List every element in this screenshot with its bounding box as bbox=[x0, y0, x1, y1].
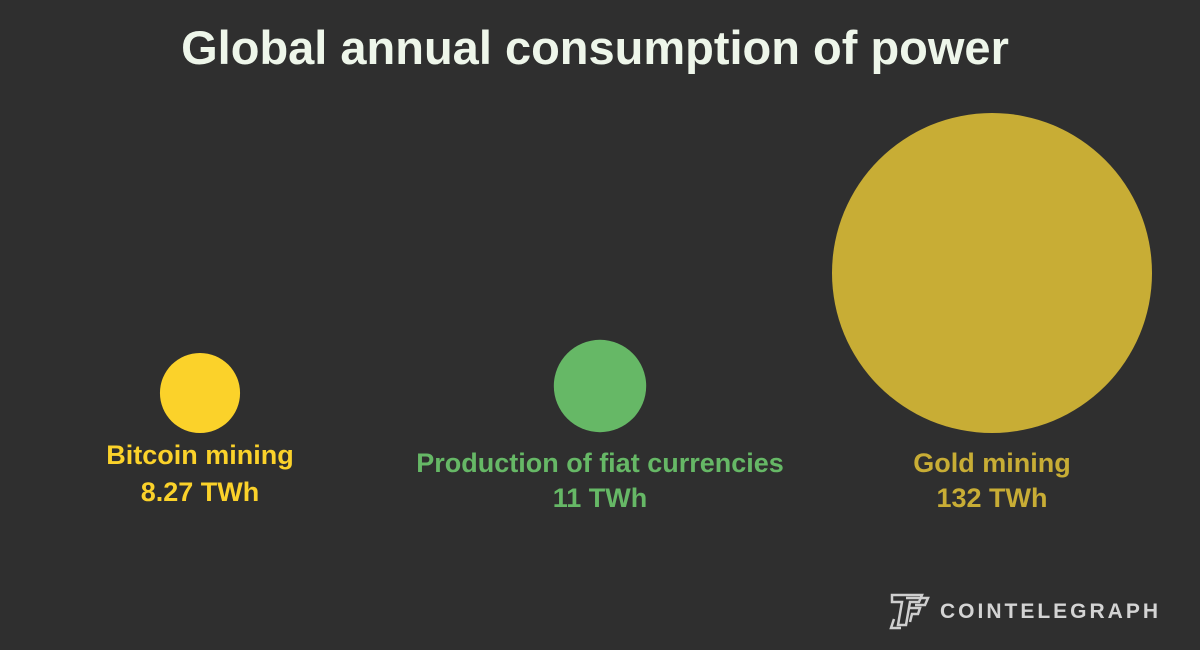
bubble-gold-mining bbox=[832, 113, 1152, 433]
cointelegraph-logo: COINTELEGRAPH bbox=[888, 591, 1161, 633]
bubble-value-label: 11 TWh bbox=[553, 483, 648, 513]
bubble-value-label: 132 TWh bbox=[936, 483, 1047, 513]
bubble-bitcoin-mining bbox=[159, 352, 241, 434]
bubbles-group bbox=[159, 113, 1152, 434]
bubble-value-label: 8.27 TWh bbox=[141, 477, 260, 507]
bubble-production-of-fiat-currencies bbox=[553, 339, 647, 433]
bubble-labels-group: Bitcoin mining 8.27 TWh Production of fiat… bbox=[106, 440, 1070, 513]
chart-title: Global annual consumption of power bbox=[181, 21, 1009, 74]
bubble-name-label: Bitcoin mining bbox=[106, 440, 293, 470]
bubble-name-label: Gold mining bbox=[913, 448, 1070, 478]
cointelegraph-logo-text: COINTELEGRAPH bbox=[940, 600, 1162, 623]
cointelegraph-logo-icon bbox=[888, 589, 932, 636]
bubble-name-label: Production of fiat currencies bbox=[416, 448, 784, 478]
